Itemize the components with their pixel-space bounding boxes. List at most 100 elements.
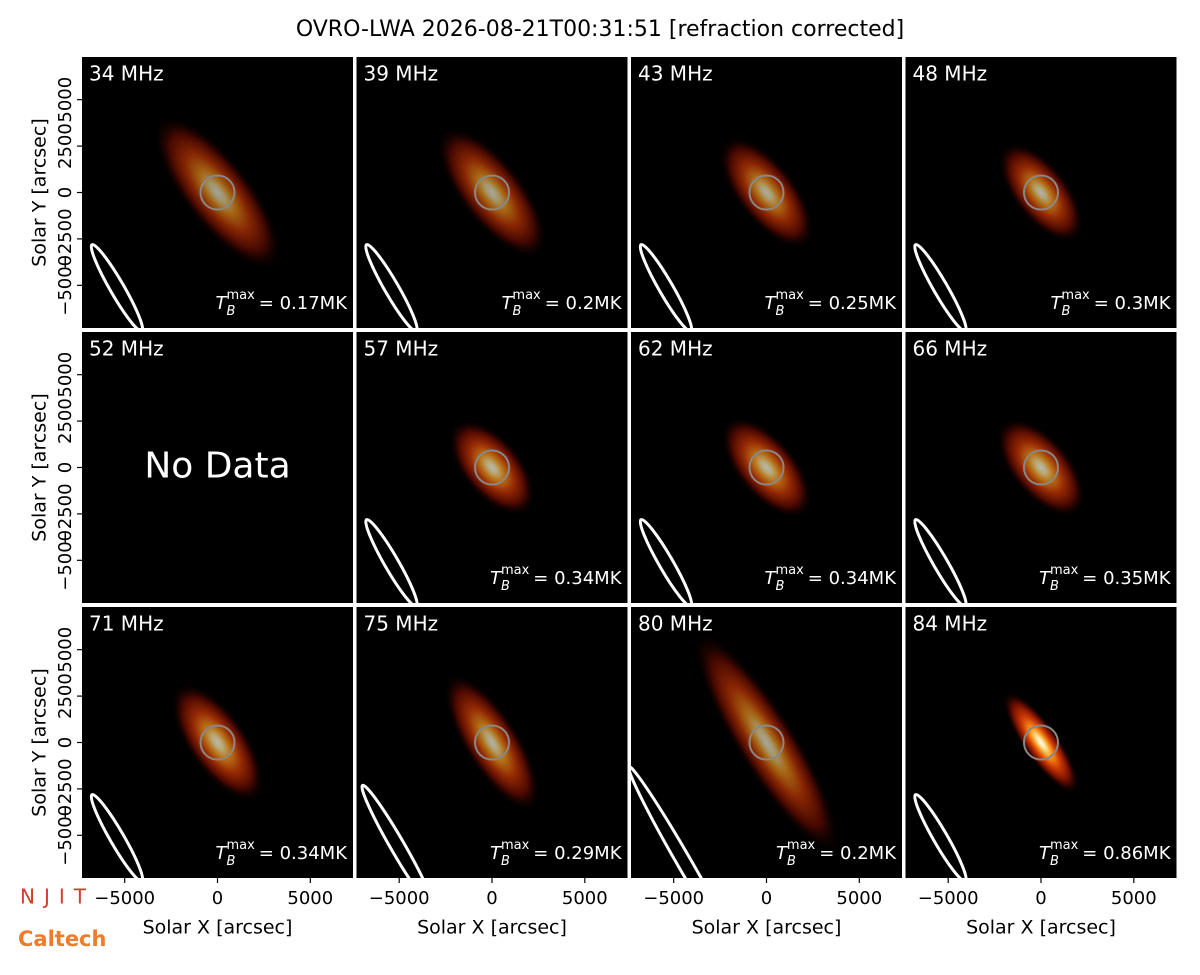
- tb-symbol: T: [1039, 843, 1052, 864]
- tb-superscript: max: [1050, 838, 1079, 853]
- panel: TBmax = 0.35MK 66 MHz: [905, 332, 1177, 603]
- tb-value: = 0.34MK: [808, 568, 897, 589]
- x-tick-label: −5000: [369, 888, 430, 909]
- panel-content: [360, 673, 541, 878]
- tb-value: = 0.35MK: [1082, 568, 1171, 589]
- tb-symbol: T: [1039, 568, 1052, 589]
- emission: [170, 682, 265, 803]
- no-data-label: No Data: [144, 446, 290, 487]
- tb-max-label: TBmax = 0.29MK: [490, 838, 623, 869]
- tb-value: = 0.29MK: [533, 843, 622, 864]
- tb-symbol: T: [1050, 293, 1063, 314]
- tb-subscript: B: [787, 854, 796, 869]
- tb-symbol: T: [216, 293, 229, 314]
- frequency-label: 62 MHz: [638, 337, 713, 361]
- tb-symbol: T: [490, 843, 503, 864]
- tb-max-label: TBmax = 0.2MK: [776, 838, 897, 869]
- beam: [360, 783, 435, 878]
- beam: [89, 243, 145, 328]
- panel: TBmax = 0.2MK 80 MHz −5000 0 5000 Solar X [arc…: [631, 607, 902, 939]
- tb-max-label: TBmax = 0.34MK: [216, 838, 349, 869]
- tb-superscript: max: [775, 288, 804, 303]
- solar-disk: [1023, 724, 1059, 761]
- tb-max-label: TBmax = 0.34MK: [490, 563, 623, 594]
- panel: TBmax = 0.2MK 39 MHz: [356, 57, 628, 328]
- tb-value: = 0.3MK: [1094, 293, 1172, 314]
- emission: [448, 419, 536, 516]
- tb-value: = 0.86MK: [1082, 843, 1171, 864]
- y-tick-label: 0: [55, 187, 76, 198]
- frequency-label: 80 MHz: [638, 612, 713, 636]
- solar-disk: [748, 449, 785, 486]
- panel-content: [913, 690, 1080, 878]
- frequency-label: 43 MHz: [638, 62, 713, 86]
- tb-value: = 0.2MK: [545, 293, 623, 314]
- tb-subscript: B: [501, 579, 510, 594]
- x-tick-label: −5000: [643, 888, 704, 909]
- tb-subscript: B: [227, 304, 236, 319]
- logo-njit: NJIT: [20, 885, 95, 909]
- tb-value: = 0.25MK: [808, 293, 897, 314]
- solar-disk: [474, 724, 510, 761]
- y-tick-label: −2500: [55, 208, 76, 269]
- y-tick-label: 0: [55, 737, 76, 748]
- tb-subscript: B: [1061, 304, 1070, 319]
- frequency-label: 48 MHz: [913, 62, 988, 86]
- tb-value: = 0.2MK: [819, 843, 897, 864]
- x-tick-label: 0: [1035, 888, 1046, 909]
- tb-max-label: TBmax = 0.3MK: [1050, 288, 1171, 319]
- tb-value: = 0.34MK: [259, 843, 348, 864]
- y-tick-label: 5000: [55, 77, 76, 123]
- panel-content: [638, 416, 813, 603]
- tb-symbol: T: [501, 293, 514, 314]
- y-tick-label: −2500: [55, 483, 76, 544]
- emission: [996, 417, 1086, 518]
- frequency-label: 57 MHz: [364, 337, 439, 361]
- panel-content: [913, 417, 1086, 603]
- y-tick-label: −5000: [55, 530, 76, 591]
- panel-content: [89, 682, 265, 878]
- emission: [720, 416, 813, 519]
- panel: TBmax = 0.29MK 75 MHz −5000 0 5000 Solar X [ar…: [356, 607, 628, 939]
- tb-superscript: max: [787, 838, 816, 853]
- beam: [638, 243, 694, 328]
- emission: [1002, 690, 1080, 795]
- tb-max-label: TBmax = 0.2MK: [501, 288, 622, 319]
- x-tick-label: 5000: [1111, 888, 1157, 909]
- panel-background: [82, 332, 353, 603]
- x-tick-label: 5000: [836, 888, 882, 909]
- tb-superscript: max: [501, 563, 530, 578]
- tb-superscript: max: [226, 838, 255, 853]
- y-tick-label: −5000: [55, 805, 76, 866]
- emission: [718, 135, 815, 250]
- beam: [364, 518, 419, 603]
- x-tick-label: 0: [212, 888, 223, 909]
- x-axis-label: Solar X [arcsec]: [143, 917, 293, 939]
- tb-superscript: max: [1061, 288, 1090, 303]
- y-tick-label: 5000: [55, 627, 76, 673]
- tb-superscript: max: [775, 563, 804, 578]
- beam: [89, 793, 145, 878]
- y-tick-label: 2500: [55, 123, 76, 169]
- solar-disk: [199, 174, 236, 211]
- x-tick-label: 5000: [287, 888, 333, 909]
- panel-content: [631, 631, 840, 878]
- y-tick-label: 5000: [55, 352, 76, 398]
- tb-superscript: max: [226, 288, 255, 303]
- y-tick-label: 0: [55, 462, 76, 473]
- tb-value: = 0.17MK: [259, 293, 348, 314]
- frequency-label: 84 MHz: [913, 612, 988, 636]
- y-tick-label: 2500: [55, 673, 76, 719]
- panel: TBmax = 0.3MK 48 MHz: [905, 57, 1177, 328]
- solar-disk: [474, 174, 510, 211]
- tb-value: = 0.34MK: [533, 568, 622, 589]
- x-axis-label: Solar X [arcsec]: [692, 917, 842, 939]
- frequency-label: 66 MHz: [913, 337, 988, 361]
- y-tick-label: 2500: [55, 398, 76, 444]
- x-tick-label: 5000: [562, 888, 608, 909]
- tb-subscript: B: [227, 854, 236, 869]
